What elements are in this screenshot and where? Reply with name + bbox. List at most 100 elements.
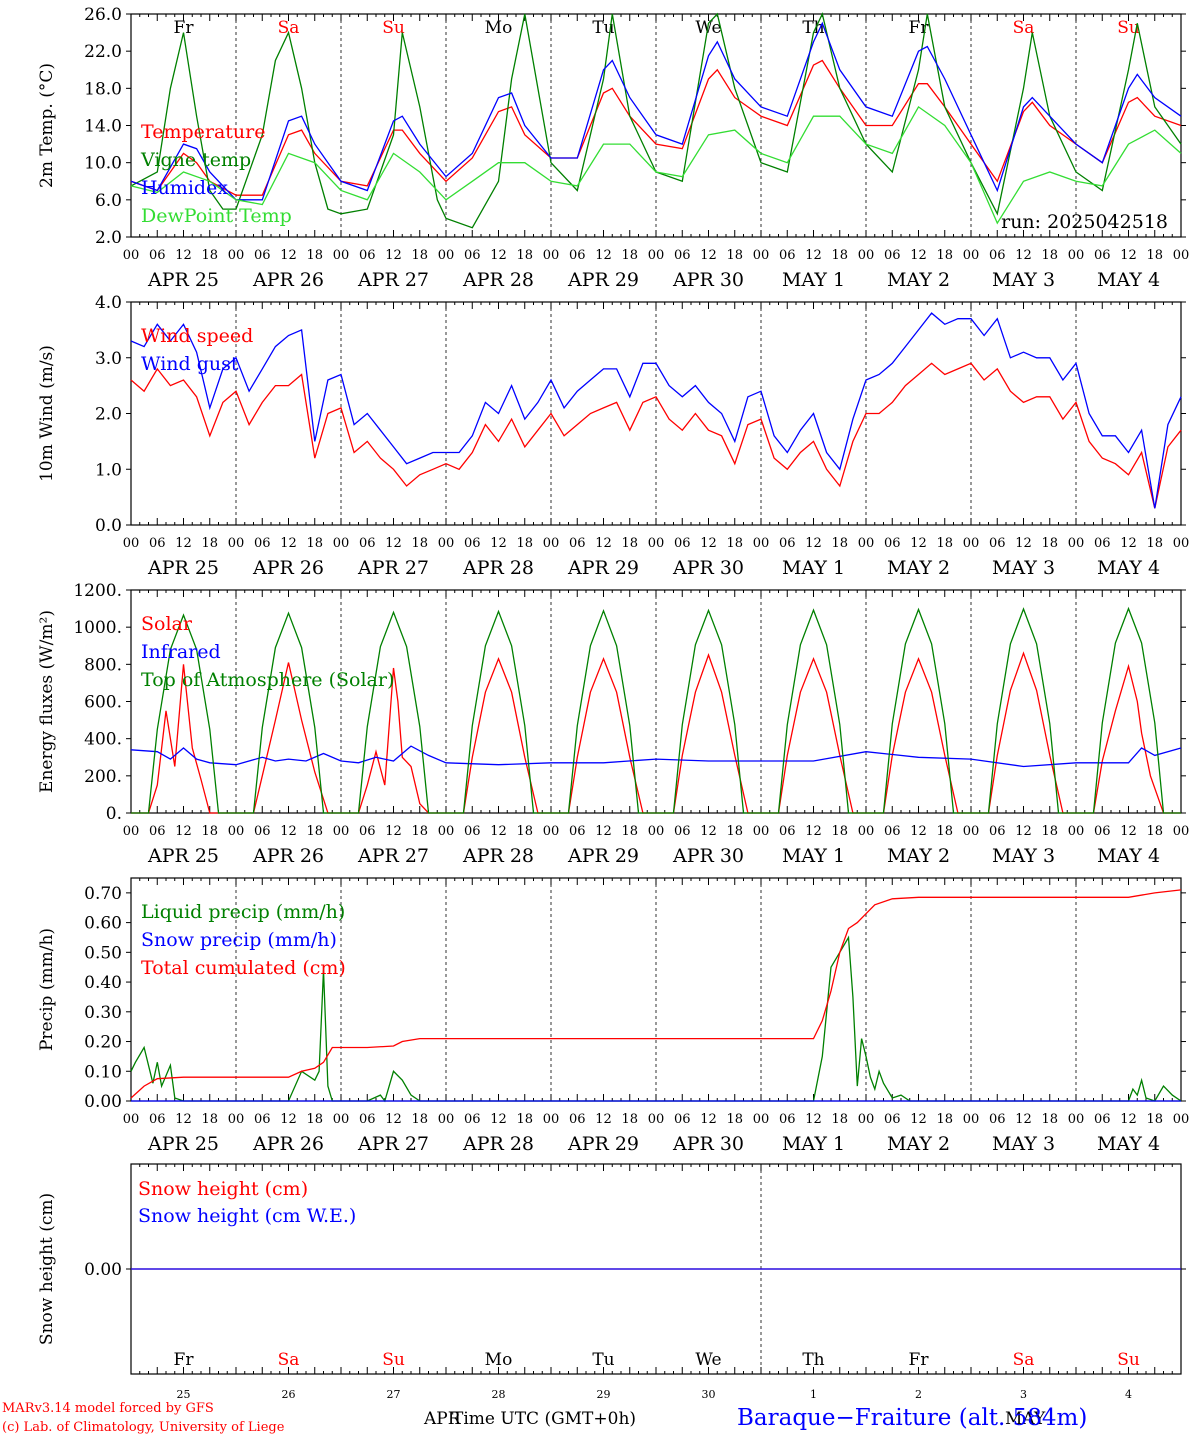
x-tick-label: 06 — [569, 1112, 586, 1127]
date-label: APR 25 — [147, 1133, 219, 1155]
x-tick-label: 06 — [254, 824, 271, 839]
x-tick-label: 18 — [201, 248, 218, 263]
x-tick-label: 12 — [595, 536, 612, 551]
legend-entry: Vigne temp — [140, 149, 251, 171]
x-tick-label: 06 — [779, 248, 796, 263]
x-tick-label: 12 — [805, 1112, 822, 1127]
x-tick-label: 12 — [1015, 248, 1032, 263]
x-tick-label: 00 — [333, 248, 350, 263]
x-tick-label: 18 — [1146, 248, 1163, 263]
y-tick-label: 200. — [84, 767, 122, 787]
x-tick-label: 00 — [963, 1112, 980, 1127]
date-label: APR 29 — [567, 845, 639, 867]
series-line — [130, 889, 1182, 1099]
legend-entry: Infrared — [141, 641, 221, 663]
y-tick-label: 0.50 — [84, 943, 122, 963]
x-tick-label: 18 — [411, 1112, 428, 1127]
x-tick-label: 12 — [385, 248, 402, 263]
x-tick-label: 06 — [1094, 1112, 1111, 1127]
x-tick-label: 18 — [306, 536, 323, 551]
date-label: APR 30 — [672, 269, 744, 291]
x-tick-label: 00 — [438, 824, 455, 839]
x-tick-label: 00 — [228, 1112, 245, 1127]
x-tick-label: 06 — [884, 536, 901, 551]
x-tick-label: 06 — [674, 536, 691, 551]
x-tick-label: 06 — [569, 824, 586, 839]
x-tick-label: 06 — [464, 248, 481, 263]
series-line — [131, 606, 1181, 814]
x-tick-label: 12 — [910, 1112, 927, 1127]
day-number: 3 — [1020, 1388, 1027, 1401]
x-tick-label: 06 — [464, 824, 481, 839]
station-name: Baraque−Fraiture (alt. 584m) — [737, 1405, 1088, 1431]
x-tick-label: 06 — [779, 1112, 796, 1127]
weekday-label: Su — [1117, 18, 1140, 38]
weekday-label: Su — [382, 1350, 405, 1370]
day-number: 4 — [1125, 1388, 1132, 1401]
series-line — [130, 12, 1182, 229]
weekday-label: Fr — [909, 1350, 930, 1370]
x-tick-label: 18 — [726, 1112, 743, 1127]
x-tick-label: 00 — [123, 536, 140, 551]
x-tick-label: 06 — [149, 1112, 166, 1127]
date-label: APR 28 — [462, 269, 534, 291]
date-label: MAY 3 — [992, 269, 1055, 291]
y-tick-label: 26.0 — [84, 5, 122, 25]
x-tick-label: 18 — [516, 1112, 533, 1127]
x-tick-label: 00 — [123, 248, 140, 263]
x-tick-label: 12 — [385, 824, 402, 839]
y-tick-label: 0.30 — [84, 1003, 122, 1023]
x-tick-label: 00 — [963, 248, 980, 263]
x-tick-label: 12 — [1015, 1112, 1032, 1127]
x-tick-label: 12 — [805, 824, 822, 839]
legend-entry: Snow precip (mm/h) — [141, 929, 337, 951]
y-tick-label: 2.0 — [95, 405, 122, 425]
x-tick-label: 00 — [753, 1112, 770, 1127]
y-tick-label: 0.40 — [84, 973, 122, 993]
series-line — [130, 312, 1182, 509]
date-label: APR 30 — [672, 845, 744, 867]
x-tick-label: 00 — [648, 248, 665, 263]
weekday-label: Sa — [278, 1350, 300, 1370]
legend-entry: Total cumulated (cm) — [141, 957, 346, 979]
x-tick-label: 00 — [438, 536, 455, 551]
x-tick-label: 18 — [516, 824, 533, 839]
y-tick-label: 1000. — [73, 618, 122, 638]
x-tick-label: 18 — [936, 1112, 953, 1127]
weekday-label: Sa — [278, 18, 300, 38]
x-tick-label: 18 — [1041, 536, 1058, 551]
date-label: APR 29 — [567, 269, 639, 291]
y-tick-label: 0.00 — [84, 1260, 122, 1280]
x-tick-label: 12 — [1120, 536, 1137, 551]
date-label: MAY 1 — [782, 269, 845, 291]
x-tick-label: 12 — [175, 248, 192, 263]
x-tick-label: 00 — [858, 824, 875, 839]
date-label: MAY 2 — [887, 557, 950, 579]
y-axis-label: 10m Wind (m/s) — [37, 345, 57, 482]
x-tick-label: 06 — [569, 248, 586, 263]
legend-entry: Snow height (cm) — [138, 1178, 308, 1200]
date-label: MAY 1 — [782, 1133, 845, 1155]
x-tick-label: 12 — [595, 248, 612, 263]
y-axis-label: Energy fluxes (W/m²) — [37, 610, 57, 793]
date-label: APR 26 — [252, 557, 324, 579]
x-tick-label: 06 — [149, 536, 166, 551]
x-tick-label: 00 — [438, 1112, 455, 1127]
x-tick-label: 18 — [1146, 824, 1163, 839]
x-tick-label: 18 — [726, 824, 743, 839]
x-tick-label: 00 — [543, 824, 560, 839]
x-tick-label: 12 — [910, 248, 927, 263]
x-tick-label: 18 — [306, 248, 323, 263]
x-tick-label: 12 — [700, 536, 717, 551]
x-tick-label: 00 — [1173, 248, 1190, 263]
x-tick-label: 12 — [280, 1112, 297, 1127]
x-tick-label: 06 — [674, 824, 691, 839]
date-label: APR 30 — [672, 1133, 744, 1155]
date-label: APR 25 — [147, 269, 219, 291]
bottom-month-left: APR — [424, 1409, 461, 1429]
series-line — [130, 105, 1182, 225]
date-label: MAY 4 — [1097, 1133, 1160, 1155]
y-tick-label: 0.00 — [84, 1092, 122, 1112]
date-label: APR 27 — [357, 845, 429, 867]
